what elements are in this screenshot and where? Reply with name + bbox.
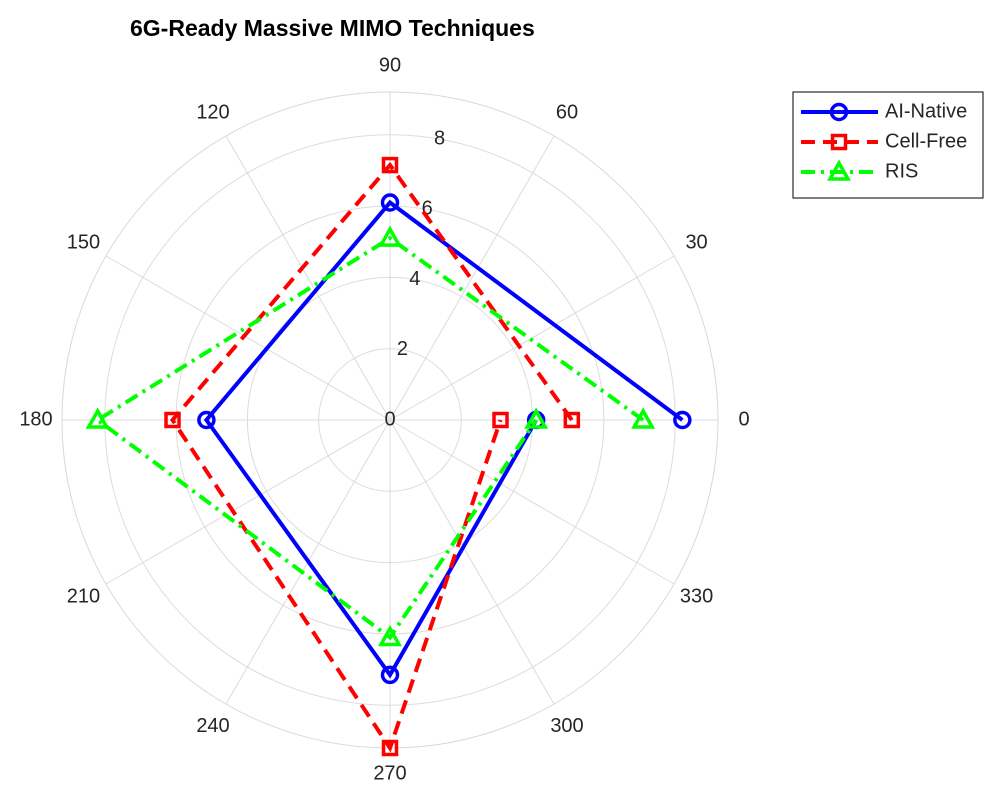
r-tick-label: 0 [384, 408, 395, 430]
theta-tick-label: 120 [196, 102, 229, 124]
theta-tick-label: 90 [379, 54, 401, 76]
theta-grid-line [390, 420, 674, 584]
theta-tick-label: 180 [19, 408, 52, 430]
theta-tick-label: 30 [685, 231, 707, 253]
theta-grid-line [390, 420, 554, 704]
theta-tick-label: 60 [556, 102, 578, 124]
legend-label: AI-Native [885, 100, 967, 122]
legend-label: Cell-Free [885, 130, 967, 152]
theta-tick-label: 150 [67, 231, 100, 253]
theta-tick-label: 300 [550, 715, 583, 737]
r-tick-label: 8 [434, 127, 445, 149]
legend: AI-Native Cell-Free RIS [793, 92, 983, 198]
theta-grid-line [106, 256, 390, 420]
r-tick-label: 2 [397, 338, 408, 360]
theta-tick-label: 330 [680, 585, 713, 607]
r-tick-label: 4 [409, 268, 420, 290]
theta-grid-line [226, 136, 390, 420]
theta-tick-label: 210 [67, 585, 100, 607]
series-line [206, 203, 682, 675]
chart-title: 6G-Ready Massive MIMO Techniques [130, 15, 535, 41]
theta-tick-label: 270 [373, 762, 406, 784]
legend-label: RIS [885, 160, 918, 182]
theta-tick-label: 0 [738, 408, 749, 430]
chart: 6G-Ready Massive MIMO Techniques 0 30 60 90… [0, 0, 985, 785]
marker [89, 411, 107, 427]
theta-tick-label: 240 [196, 715, 229, 737]
theta-grid-line [106, 420, 390, 584]
